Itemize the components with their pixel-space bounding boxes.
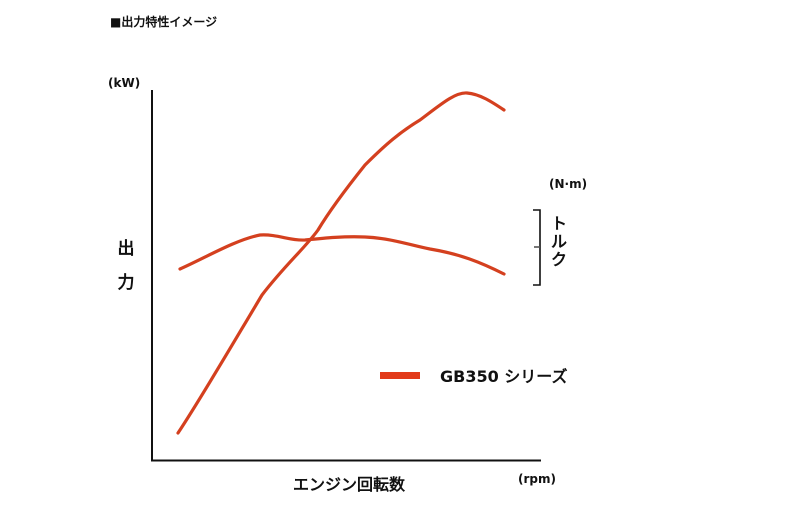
y-axis-label: 出 力: [115, 232, 137, 300]
torque-axis-unit: (N·m): [549, 177, 588, 191]
x-axis-label: エンジン回転数: [293, 475, 406, 494]
torque-axis-label: ト ル ク: [549, 215, 569, 269]
torque-label-char: ル: [550, 232, 567, 251]
torque-label-char: ク: [550, 250, 567, 269]
legend-swatch: [380, 371, 420, 379]
chart-legend: GB350 シリーズ: [380, 363, 568, 387]
chart-title: ■出力特性イメージ: [110, 15, 218, 29]
y-axis-unit: (kW): [108, 76, 141, 90]
y-axis-label-char: 力: [117, 273, 135, 293]
legend-label: GB350 シリーズ: [440, 367, 568, 386]
torque-label-char: ト: [550, 214, 567, 233]
x-axis-unit: (rpm): [518, 472, 556, 486]
power-curve: [176, 91, 506, 435]
torque-curve: [178, 233, 506, 276]
y-axis-label-char: 出: [117, 239, 135, 259]
